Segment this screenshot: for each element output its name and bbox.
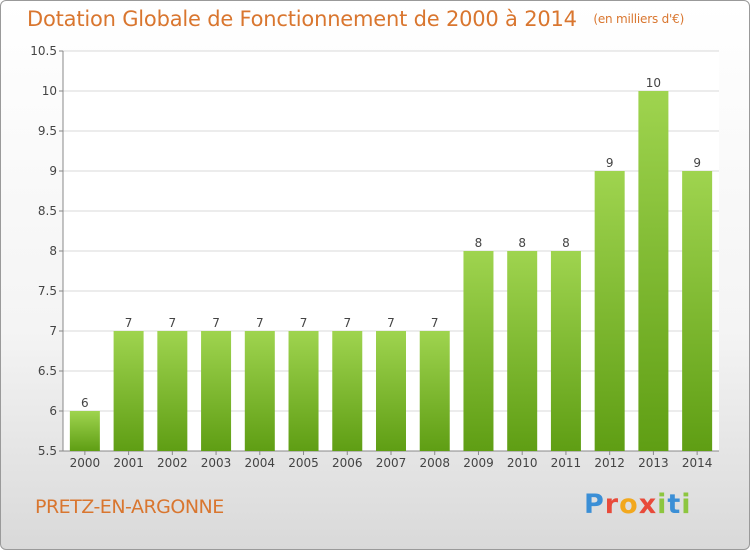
bar-value-label: 10 [646,76,661,90]
y-tick-label: 7.5 [38,284,57,298]
bar [113,331,144,451]
bar-value-label: 8 [475,236,483,250]
bar [463,251,494,451]
bar [594,171,625,451]
x-tick-label: 2006 [332,456,363,470]
bar-value-label: 7 [169,316,177,330]
logo-letter: i [657,489,668,520]
bar-value-label: 6 [81,396,89,410]
bar [419,331,450,451]
bar [244,331,275,451]
chart-subtitle: (en milliers d'€) [593,12,685,26]
bar-value-label: 8 [518,236,526,250]
x-tick-label: 2009 [463,456,494,470]
x-tick-label: 2000 [70,456,101,470]
x-tick-label: 2001 [113,456,144,470]
bar-value-label: 7 [212,316,220,330]
x-tick-label: 2008 [419,456,450,470]
proxiti-logo: Proxiti [584,489,692,520]
y-tick-label: 10 [42,84,57,98]
bar-value-label: 9 [606,156,614,170]
bar [376,331,406,451]
bar-value-label: 7 [300,316,308,330]
y-tick-label: 8 [49,244,57,258]
bar-value-label: 7 [343,316,351,330]
logo-letter: P [584,489,605,520]
x-tick-label: 2005 [288,456,319,470]
bar [201,331,232,451]
y-tick-label: 7 [49,324,57,338]
x-tick-label: 2002 [157,456,188,470]
x-tick-label: 2011 [551,456,582,470]
bar-value-label: 8 [562,236,570,250]
logo-letter: r [604,489,620,520]
x-tick-label: 2007 [376,456,407,470]
y-tick-label: 9.5 [38,124,57,138]
x-tick-label: 2010 [507,456,538,470]
logo-letter: i [681,489,692,520]
y-tick-label: 10.5 [30,44,57,58]
y-tick-label: 9 [49,164,57,178]
bar-value-label: 7 [256,316,264,330]
bar [638,91,669,451]
commune-name: PRETZ-EN-ARGONNE [35,496,224,518]
bar [288,331,319,451]
x-tick-label: 2003 [201,456,232,470]
x-tick-label: 2012 [594,456,625,470]
logo-letter: x [638,489,658,520]
y-tick-label: 8.5 [38,204,57,218]
logo-letter: t [667,489,682,520]
x-tick-label: 2013 [638,456,669,470]
x-tick-label: 2004 [245,456,276,470]
chart-title: Dotation Globale de Fonctionnement de 20… [27,7,684,31]
bar-value-label: 7 [431,316,439,330]
bar [69,411,100,451]
bar-value-label: 7 [125,316,133,330]
chart-title-text: Dotation Globale de Fonctionnement de 20… [27,7,577,31]
bar-value-label: 7 [387,316,395,330]
y-tick-label: 5.5 [38,444,57,458]
logo-letter: o [619,489,639,520]
bar [550,251,581,451]
bar [157,331,188,451]
bar [682,171,713,451]
y-tick-label: 6.5 [38,364,57,378]
bar [507,251,538,451]
y-tick-label: 6 [49,404,57,418]
bar [332,331,363,451]
bar-value-label: 9 [693,156,701,170]
x-tick-label: 2014 [682,456,713,470]
